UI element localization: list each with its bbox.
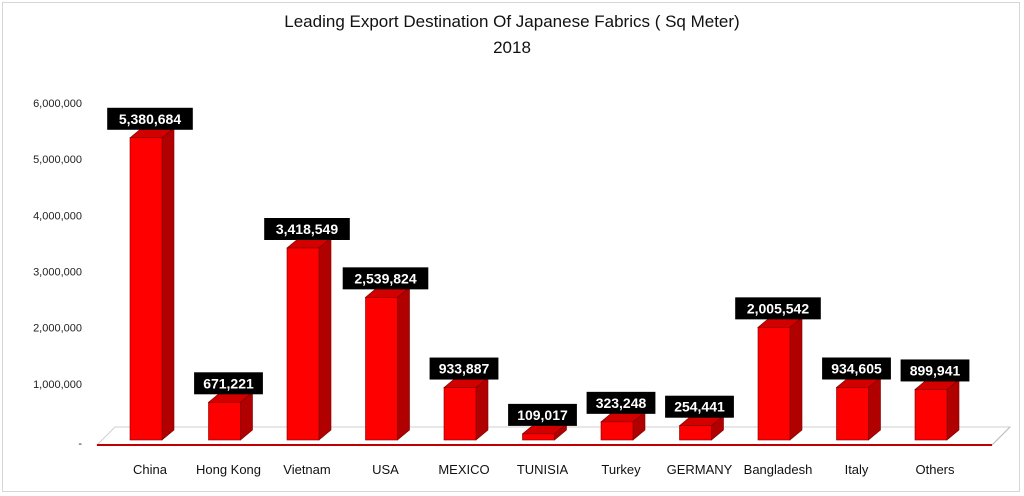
x-tick-label: Hong Kong	[196, 462, 261, 477]
data-label: 2,005,542	[747, 300, 809, 316]
bar	[522, 433, 555, 441]
x-tick-label: Italy	[845, 462, 869, 477]
data-label: 5,380,684	[119, 111, 181, 127]
data-label: 109,017	[517, 407, 568, 423]
chart-floor-side	[991, 426, 1011, 446]
bar-side	[789, 316, 803, 441]
bar-side	[475, 376, 489, 441]
bar	[679, 425, 712, 441]
y-tick-label: 1,000,000	[33, 379, 82, 391]
data-label: 899,941	[910, 362, 961, 378]
bar	[757, 327, 791, 441]
data-label: 934,605	[831, 361, 882, 377]
y-tick-label: -	[78, 438, 82, 450]
data-label: 671,221	[203, 375, 254, 391]
data-label-box	[665, 395, 734, 418]
data-label-box	[107, 107, 193, 130]
x-tick-label: Bangladesh	[744, 462, 813, 477]
x-tick-label: GERMANY	[667, 462, 733, 477]
y-tick-label: 6,000,000	[33, 98, 82, 110]
bar	[208, 401, 241, 441]
bar	[836, 387, 869, 441]
data-label: 3,418,549	[276, 221, 338, 237]
data-label-box	[194, 372, 263, 395]
data-label-box	[586, 391, 656, 414]
y-tick-label: 5,000,000	[33, 154, 82, 166]
bar	[600, 421, 634, 441]
data-label-box	[264, 217, 350, 240]
data-label: 254,441	[674, 399, 725, 415]
bar-side	[946, 378, 960, 441]
y-tick-label: 3,000,000	[33, 267, 82, 279]
data-label: 933,887	[439, 361, 490, 377]
bar	[286, 247, 320, 441]
data-label-box	[342, 267, 429, 290]
bar-side	[161, 127, 175, 441]
bar	[914, 389, 948, 441]
x-tick-label: MEXICO	[438, 462, 489, 477]
x-tick-label: Vietnam	[283, 462, 330, 477]
data-label-box	[508, 403, 577, 426]
chart-title: Leading Export Destination Of Japanese F…	[284, 12, 740, 31]
y-tick-label: 2,000,000	[33, 323, 82, 335]
bar-side	[397, 286, 410, 441]
data-label: 2,539,824	[354, 270, 416, 286]
data-label-box	[429, 357, 499, 380]
data-label: 323,248	[596, 395, 647, 411]
data-label-box	[900, 359, 970, 382]
bar-side	[868, 376, 881, 441]
data-label-box	[822, 357, 891, 380]
x-tick-label: China	[133, 462, 168, 477]
bar-side	[318, 237, 332, 441]
x-tick-label: Others	[915, 462, 955, 477]
y-tick-label: 4,000,000	[33, 210, 82, 222]
bar	[365, 297, 398, 441]
bar	[129, 137, 163, 441]
data-label-box	[735, 297, 821, 320]
x-tick-label: Turkey	[601, 462, 641, 477]
chart-subtitle: 2018	[493, 38, 531, 57]
x-tick-label: USA	[372, 462, 399, 477]
bar	[443, 387, 477, 441]
x-tick-label: TUNISIA	[517, 462, 569, 477]
